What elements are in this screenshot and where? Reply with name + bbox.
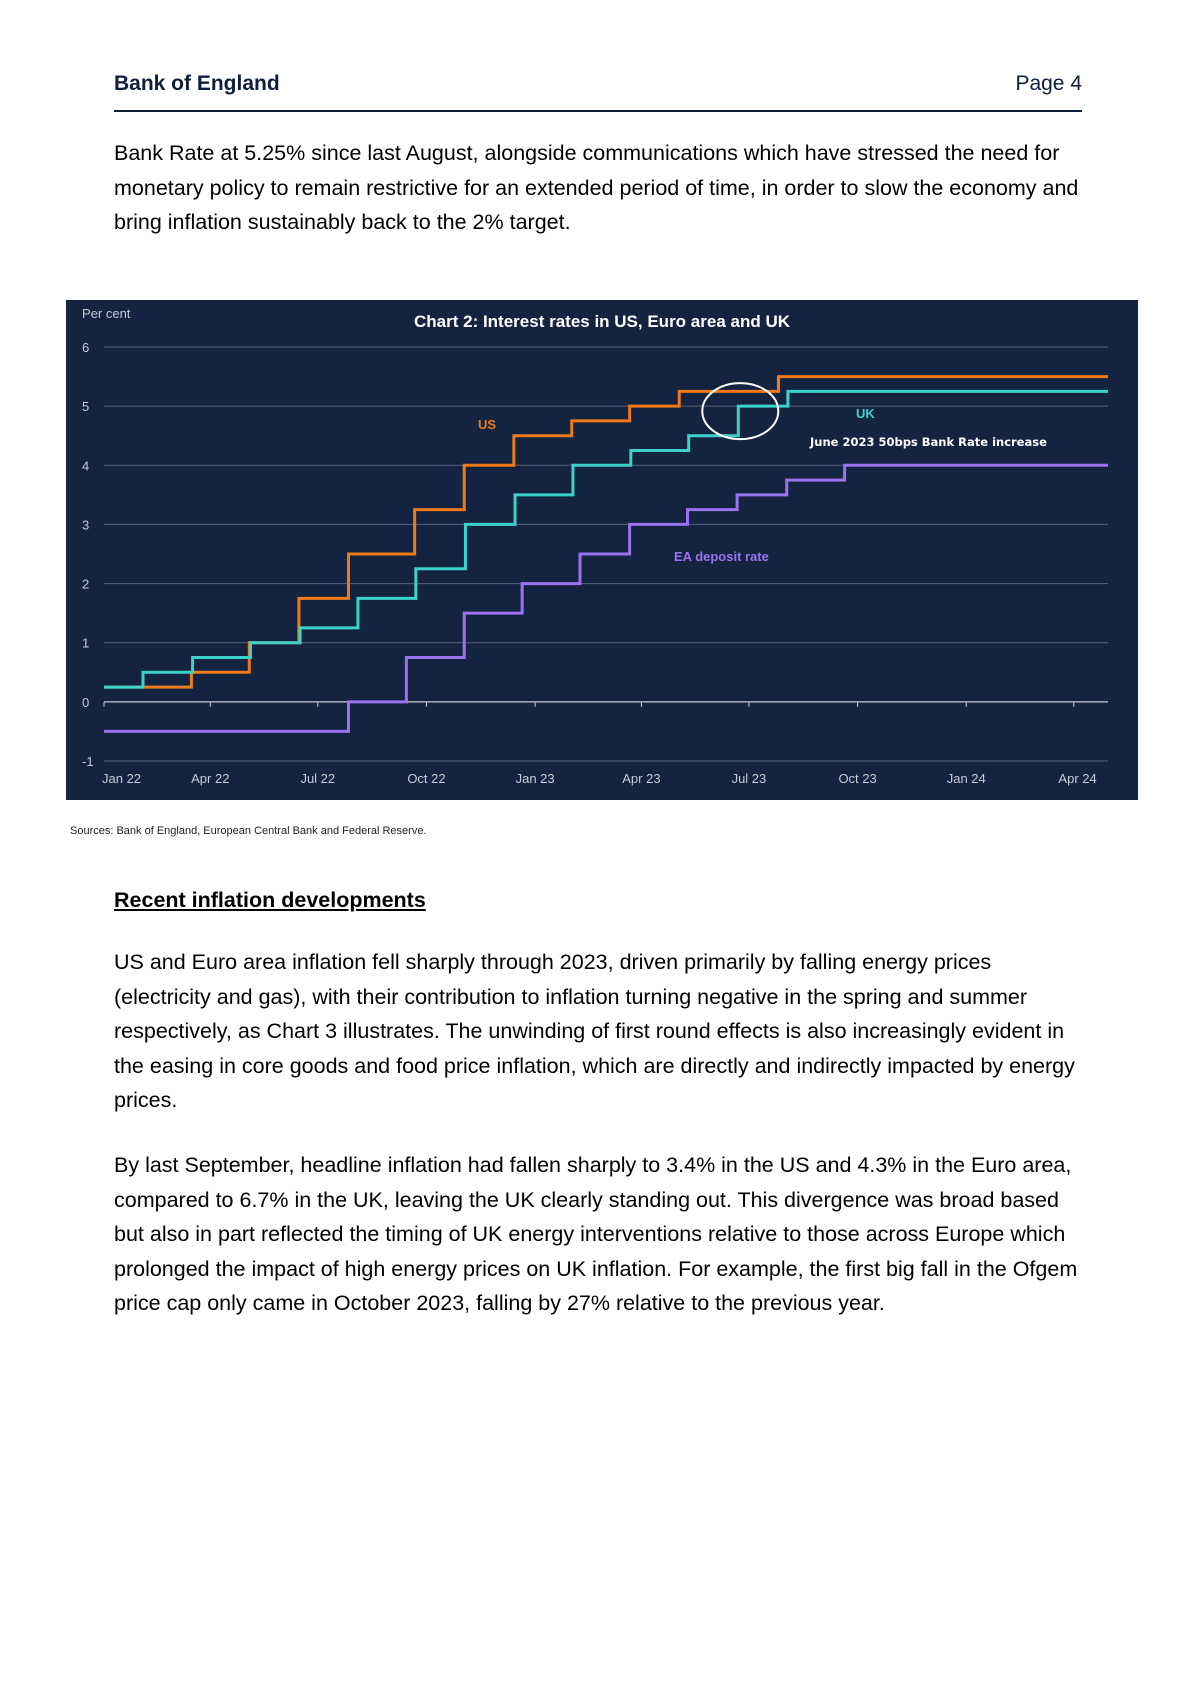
- series-line-uk: [104, 389, 1108, 689]
- y-tick-label: 3: [82, 517, 89, 532]
- x-tick-label: Oct 22: [407, 771, 445, 786]
- series-label-ea-deposit-rate: EA deposit rate: [674, 549, 769, 564]
- x-tick-label: Jul 23: [732, 771, 767, 786]
- y-tick-label: 4: [82, 458, 89, 473]
- x-tick-label: Apr 22: [191, 771, 229, 786]
- x-tick-label: Oct 23: [838, 771, 876, 786]
- interest-rates-chart: Chart 2: Interest rates in US, Euro area…: [66, 300, 1138, 800]
- page-header: Bank of England Page 4: [114, 70, 1082, 112]
- x-tick-label: Jan 22: [102, 771, 141, 786]
- y-axis-label: Per cent: [82, 306, 131, 321]
- x-tick-label: Jul 22: [300, 771, 335, 786]
- annotation-text: June 2023 50bps Bank Rate increase: [809, 435, 1047, 449]
- paragraph-bank-rate: Bank Rate at 5.25% since last August, al…: [114, 141, 1079, 234]
- chart-source-note: Sources: Bank of England, European Centr…: [70, 825, 427, 837]
- series-line-us: [104, 375, 1108, 689]
- section-heading: Recent inflation developments: [114, 888, 426, 912]
- chart-title: Chart 2: Interest rates in US, Euro area…: [414, 312, 791, 331]
- chart-series: [104, 375, 1108, 733]
- y-tick-label: 0: [82, 695, 89, 710]
- y-tick-label: 5: [82, 399, 89, 414]
- paragraph-inflation-uk: By last September, headline inflation ha…: [114, 1153, 1078, 1315]
- x-tick-label: Apr 24: [1058, 771, 1096, 786]
- annotation-circle: [701, 382, 780, 441]
- x-tick-label: Jan 23: [516, 771, 555, 786]
- chart-axes: [103, 701, 1108, 707]
- y-tick-label: 6: [82, 340, 89, 355]
- series-label-us: US: [478, 417, 496, 432]
- series-label-uk: UK: [856, 406, 875, 421]
- y-tick-label: 2: [82, 577, 89, 592]
- y-tick-label: -1: [82, 754, 94, 769]
- page-number: Page 4: [1015, 72, 1082, 95]
- organization-name: Bank of England: [114, 72, 280, 95]
- series-line-ea-deposit-rate: [104, 463, 1108, 733]
- chart-labels: Chart 2: Interest rates in US, Euro area…: [82, 306, 1097, 786]
- x-tick-label: Jan 24: [947, 771, 986, 786]
- paragraph-inflation-us-ea: US and Euro area inflation fell sharply …: [114, 950, 1075, 1112]
- chart-canvas: Chart 2: Interest rates in US, Euro area…: [82, 306, 1108, 786]
- y-tick-label: 1: [82, 636, 89, 651]
- x-tick-label: Apr 23: [622, 771, 660, 786]
